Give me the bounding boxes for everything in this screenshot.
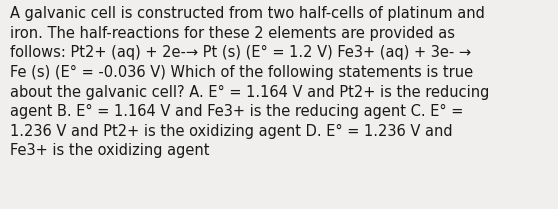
- Text: A galvanic cell is constructed from two half-cells of platinum and
iron. The hal: A galvanic cell is constructed from two …: [10, 6, 489, 158]
